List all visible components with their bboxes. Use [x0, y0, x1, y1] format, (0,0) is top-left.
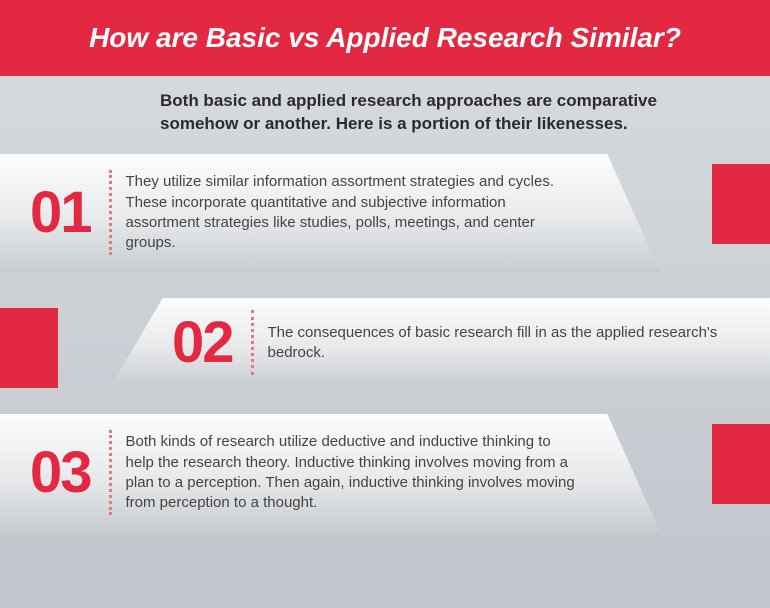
dotted-separator — [109, 170, 112, 255]
item-panel: 02 The consequences of basic research fil… — [110, 298, 770, 388]
list-item: 02 The consequences of basic research fil… — [0, 298, 770, 388]
item-number: 01 — [0, 184, 103, 242]
item-panel: 01 They utilize similar information assor… — [0, 154, 660, 272]
list-item: 03 Both kinds of research utilize deducti… — [0, 414, 770, 532]
item-number: 03 — [0, 444, 103, 502]
item-body: They utilize similar information assortm… — [126, 172, 660, 253]
items-container: 01 They utilize similar information assor… — [0, 154, 770, 532]
dotted-separator — [251, 310, 254, 375]
dotted-separator — [109, 430, 112, 515]
item-number: 02 — [142, 314, 245, 372]
item-body: Both kinds of research utilize deductive… — [126, 432, 660, 513]
item-body: The consequences of basic research fill … — [268, 323, 770, 364]
page-title: How are Basic vs Applied Research Simila… — [20, 22, 750, 54]
item-panel: 03 Both kinds of research utilize deducti… — [0, 414, 660, 532]
list-item: 01 They utilize similar information assor… — [0, 154, 770, 272]
accent-block — [0, 308, 58, 388]
intro-text: Both basic and applied research approach… — [160, 90, 680, 136]
accent-block — [712, 164, 770, 244]
header-banner: How are Basic vs Applied Research Simila… — [0, 0, 770, 76]
accent-block — [712, 424, 770, 504]
